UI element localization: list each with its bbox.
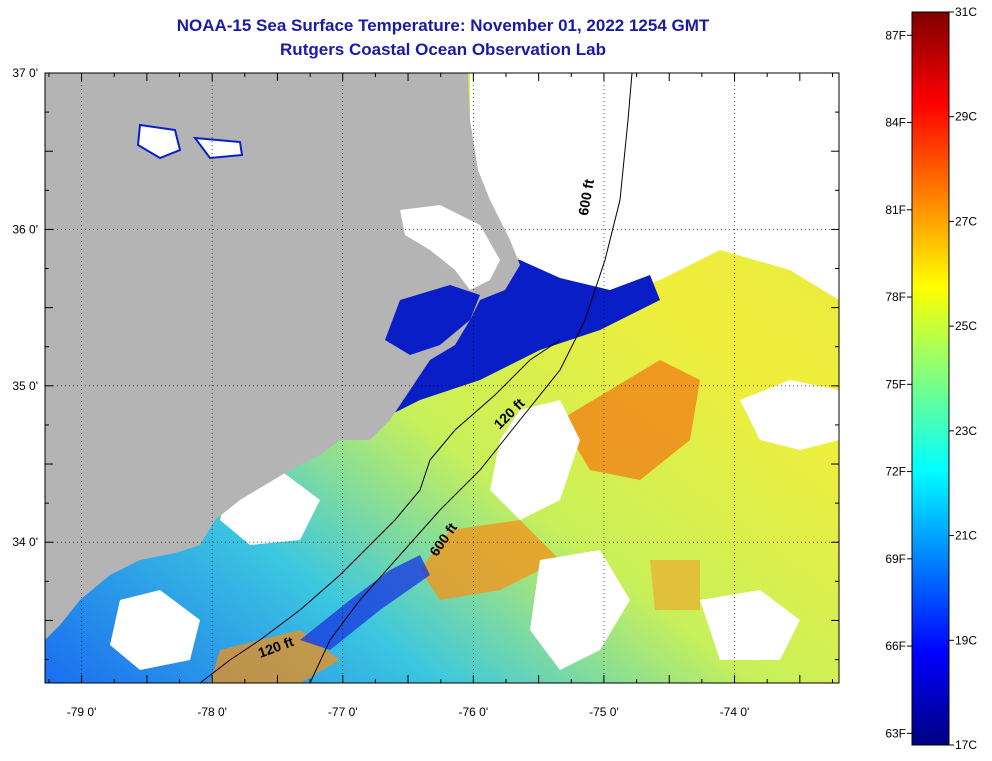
colorbar-fahrenheit-label: 75F	[885, 377, 906, 391]
colorbar-fahrenheit-label: 78F	[885, 290, 906, 304]
axis-labels: 37 0' 36 0' 35 0' 34 0' -79 0' -78 0' -77 0' -7…	[12, 66, 749, 719]
lon-tick-label: -74 0'	[720, 705, 750, 719]
colorbar	[911, 11, 950, 746]
contour-label: 600 ft	[575, 178, 597, 217]
axis-ticks	[45, 72, 839, 683]
lon-tick-label: -78 0'	[197, 705, 227, 719]
graticule	[45, 73, 839, 683]
colorbar-celsius-label: 31C	[955, 5, 977, 19]
cold-water-north	[360, 250, 660, 420]
sound-water-blue	[385, 285, 480, 355]
inland-lake	[136, 123, 182, 160]
warm-patch-1	[560, 360, 700, 480]
colorbar-fahrenheit-label: 87F	[885, 28, 906, 42]
lon-tick-label: -75 0'	[589, 705, 619, 719]
colorbar-celsius-label: 17C	[955, 738, 977, 752]
colorbar-celsius-label: 27C	[955, 214, 977, 228]
colorbar-fahrenheit-label: 84F	[885, 116, 906, 130]
contour-600ft	[309, 73, 633, 683]
colorbar-celsius-label: 19C	[955, 633, 977, 647]
colorbar-fahrenheit-label: 81F	[885, 203, 906, 217]
cloud-sw	[110, 590, 200, 670]
colorbar-celsius-label: 29C	[955, 110, 977, 124]
lon-tick-label: -76 0'	[459, 705, 489, 719]
lon-tick-label: -77 0'	[328, 705, 358, 719]
cold-streak-south	[300, 555, 430, 650]
lat-tick-label: 35 0'	[12, 379, 38, 393]
map-frame	[44, 72, 840, 684]
sound-water	[400, 205, 500, 290]
warm-patch-3	[210, 630, 340, 683]
cloud-east	[740, 380, 839, 450]
lat-tick-label: 37 0'	[12, 66, 38, 80]
contour-120ft	[199, 339, 561, 683]
lat-tick-label: 36 0'	[12, 222, 38, 236]
colorbar-celsius-label: 21C	[955, 529, 977, 543]
colorbar-fahrenheit-label: 69F	[885, 552, 906, 566]
map-title: NOAA-15 Sea Surface Temperature: Novembe…	[176, 16, 710, 35]
colorbar-fahrenheit-label: 66F	[885, 639, 906, 653]
cloud-east-south	[700, 590, 800, 660]
lat-tick-label: 34 0'	[12, 535, 38, 549]
lon-tick-label: -79 0'	[67, 705, 97, 719]
colorbar-labels: 31C 29C 27C 25C 23C 21C 19C 17C 87F 84F 81F 78F 75F 7…	[885, 5, 977, 752]
warm-patch-2	[420, 520, 560, 600]
warm-patch-4	[650, 560, 700, 610]
colorbar-fahrenheit-label: 72F	[885, 465, 906, 479]
cloud-north	[470, 73, 839, 300]
cloud-south	[530, 550, 630, 670]
colorbar-celsius-label: 25C	[955, 319, 977, 333]
inland-lake-2	[192, 136, 244, 160]
colorbar-fahrenheit-label: 63F	[885, 726, 906, 740]
map-subtitle: Rutgers Coastal Ocean Observation Lab	[280, 40, 606, 59]
colorbar-celsius-label: 23C	[955, 424, 977, 438]
